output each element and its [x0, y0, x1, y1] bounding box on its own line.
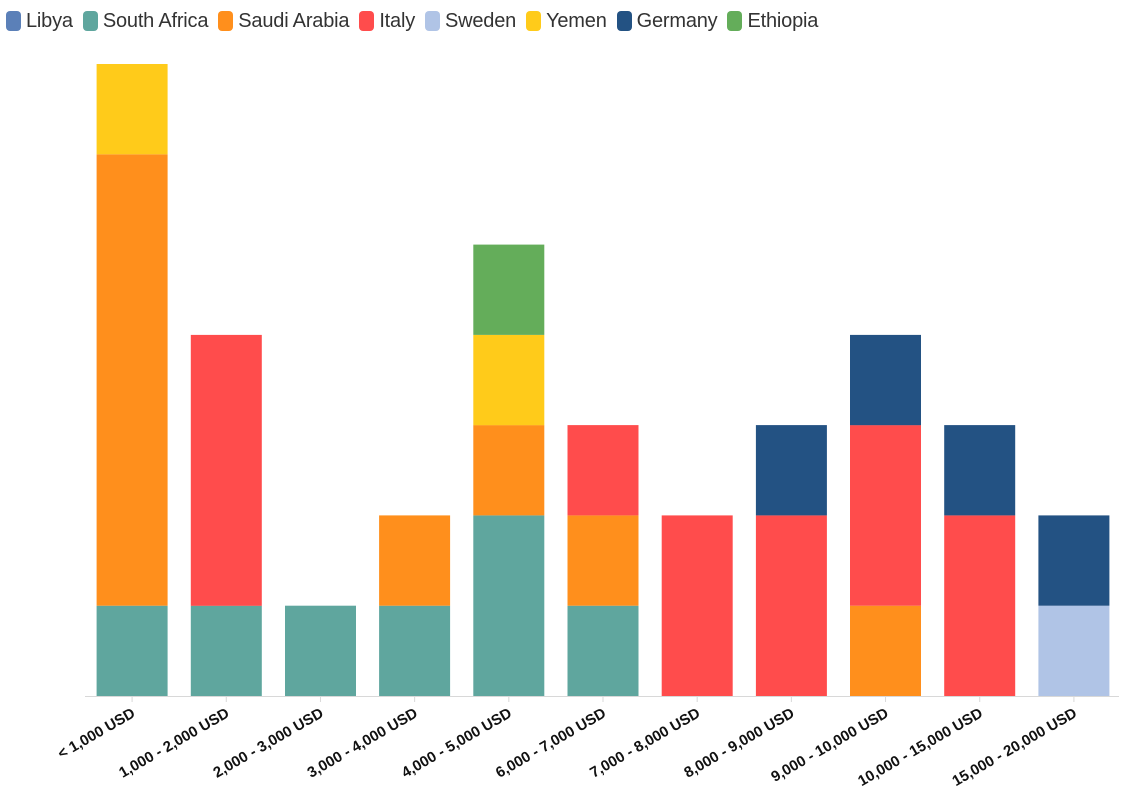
legend-item-sweden[interactable]: Sweden: [425, 10, 516, 33]
bar-segment-italy[interactable]: [944, 515, 1016, 696]
legend-label: Italy: [379, 9, 415, 32]
legend-swatch: [359, 11, 375, 31]
legend-swatch: [218, 11, 234, 31]
bar-segment-germany[interactable]: [850, 334, 921, 426]
legend-item-south-africa[interactable]: South Africa: [82, 9, 209, 33]
bar-segment-italy[interactable]: [850, 425, 921, 606]
legend-swatch: [6, 11, 21, 31]
legend-item-saudi-arabia[interactable]: Saudi Arabia: [218, 9, 350, 33]
bar-segment-germany[interactable]: [1038, 515, 1110, 606]
bar-segment-italy[interactable]: [190, 334, 262, 606]
legend-item-italy[interactable]: Italy: [359, 10, 415, 33]
legend-swatch: [616, 11, 632, 31]
legend-label: South Africa: [102, 9, 209, 32]
bar-segment-italy[interactable]: [661, 515, 733, 696]
bar-segment-south-africa[interactable]: [96, 605, 168, 696]
bar-segment-italy[interactable]: [755, 515, 827, 696]
bar-segment-yemen[interactable]: [473, 334, 545, 426]
bar-segment-saudi-arabia[interactable]: [96, 154, 168, 606]
bar-segment-saudi-arabia[interactable]: [473, 425, 545, 516]
bars-group: [96, 64, 1110, 696]
legend-swatch: [425, 11, 440, 31]
bar-segment-germany[interactable]: [944, 425, 1016, 516]
legend: Libya South Africa Saudi Arabia Italy Sweden…: [6, 6, 822, 36]
legend-label: Ethiopia: [747, 9, 819, 32]
bar-segment-south-africa[interactable]: [190, 605, 262, 696]
bar-segment-south-africa[interactable]: [379, 605, 451, 696]
legend-label: Saudi Arabia: [238, 9, 350, 32]
legend-swatch: [526, 11, 542, 31]
legend-item-germany[interactable]: Germany: [616, 9, 718, 33]
legend-swatch: [727, 11, 743, 31]
legend-label: Libya: [26, 9, 73, 32]
legend-swatch: [82, 11, 98, 31]
legend-item-libya[interactable]: Libya: [6, 10, 73, 33]
bar-segment-saudi-arabia[interactable]: [379, 515, 451, 606]
bar-segment-ethiopia[interactable]: [473, 244, 545, 335]
legend-item-yemen[interactable]: Yemen: [526, 10, 607, 33]
bar-segment-germany[interactable]: [755, 425, 827, 516]
x-tick-label: < 1,000 USD: [55, 705, 138, 763]
legend-item-ethiopia[interactable]: Ethiopia: [727, 10, 818, 33]
legend-label: Yemen: [546, 9, 607, 32]
bar-segment-south-africa[interactable]: [285, 605, 356, 696]
legend-label: Sweden: [445, 9, 517, 32]
bar-segment-yemen[interactable]: [96, 64, 168, 155]
bar-segment-saudi-arabia[interactable]: [567, 515, 639, 606]
bar-segment-italy[interactable]: [567, 425, 639, 516]
bar-segment-south-africa[interactable]: [567, 605, 639, 696]
bar-segment-south-africa[interactable]: [473, 515, 545, 696]
bar-segment-saudi-arabia[interactable]: [850, 605, 921, 696]
legend-label: Germany: [636, 9, 718, 32]
bar-segment-sweden[interactable]: [1038, 605, 1110, 696]
